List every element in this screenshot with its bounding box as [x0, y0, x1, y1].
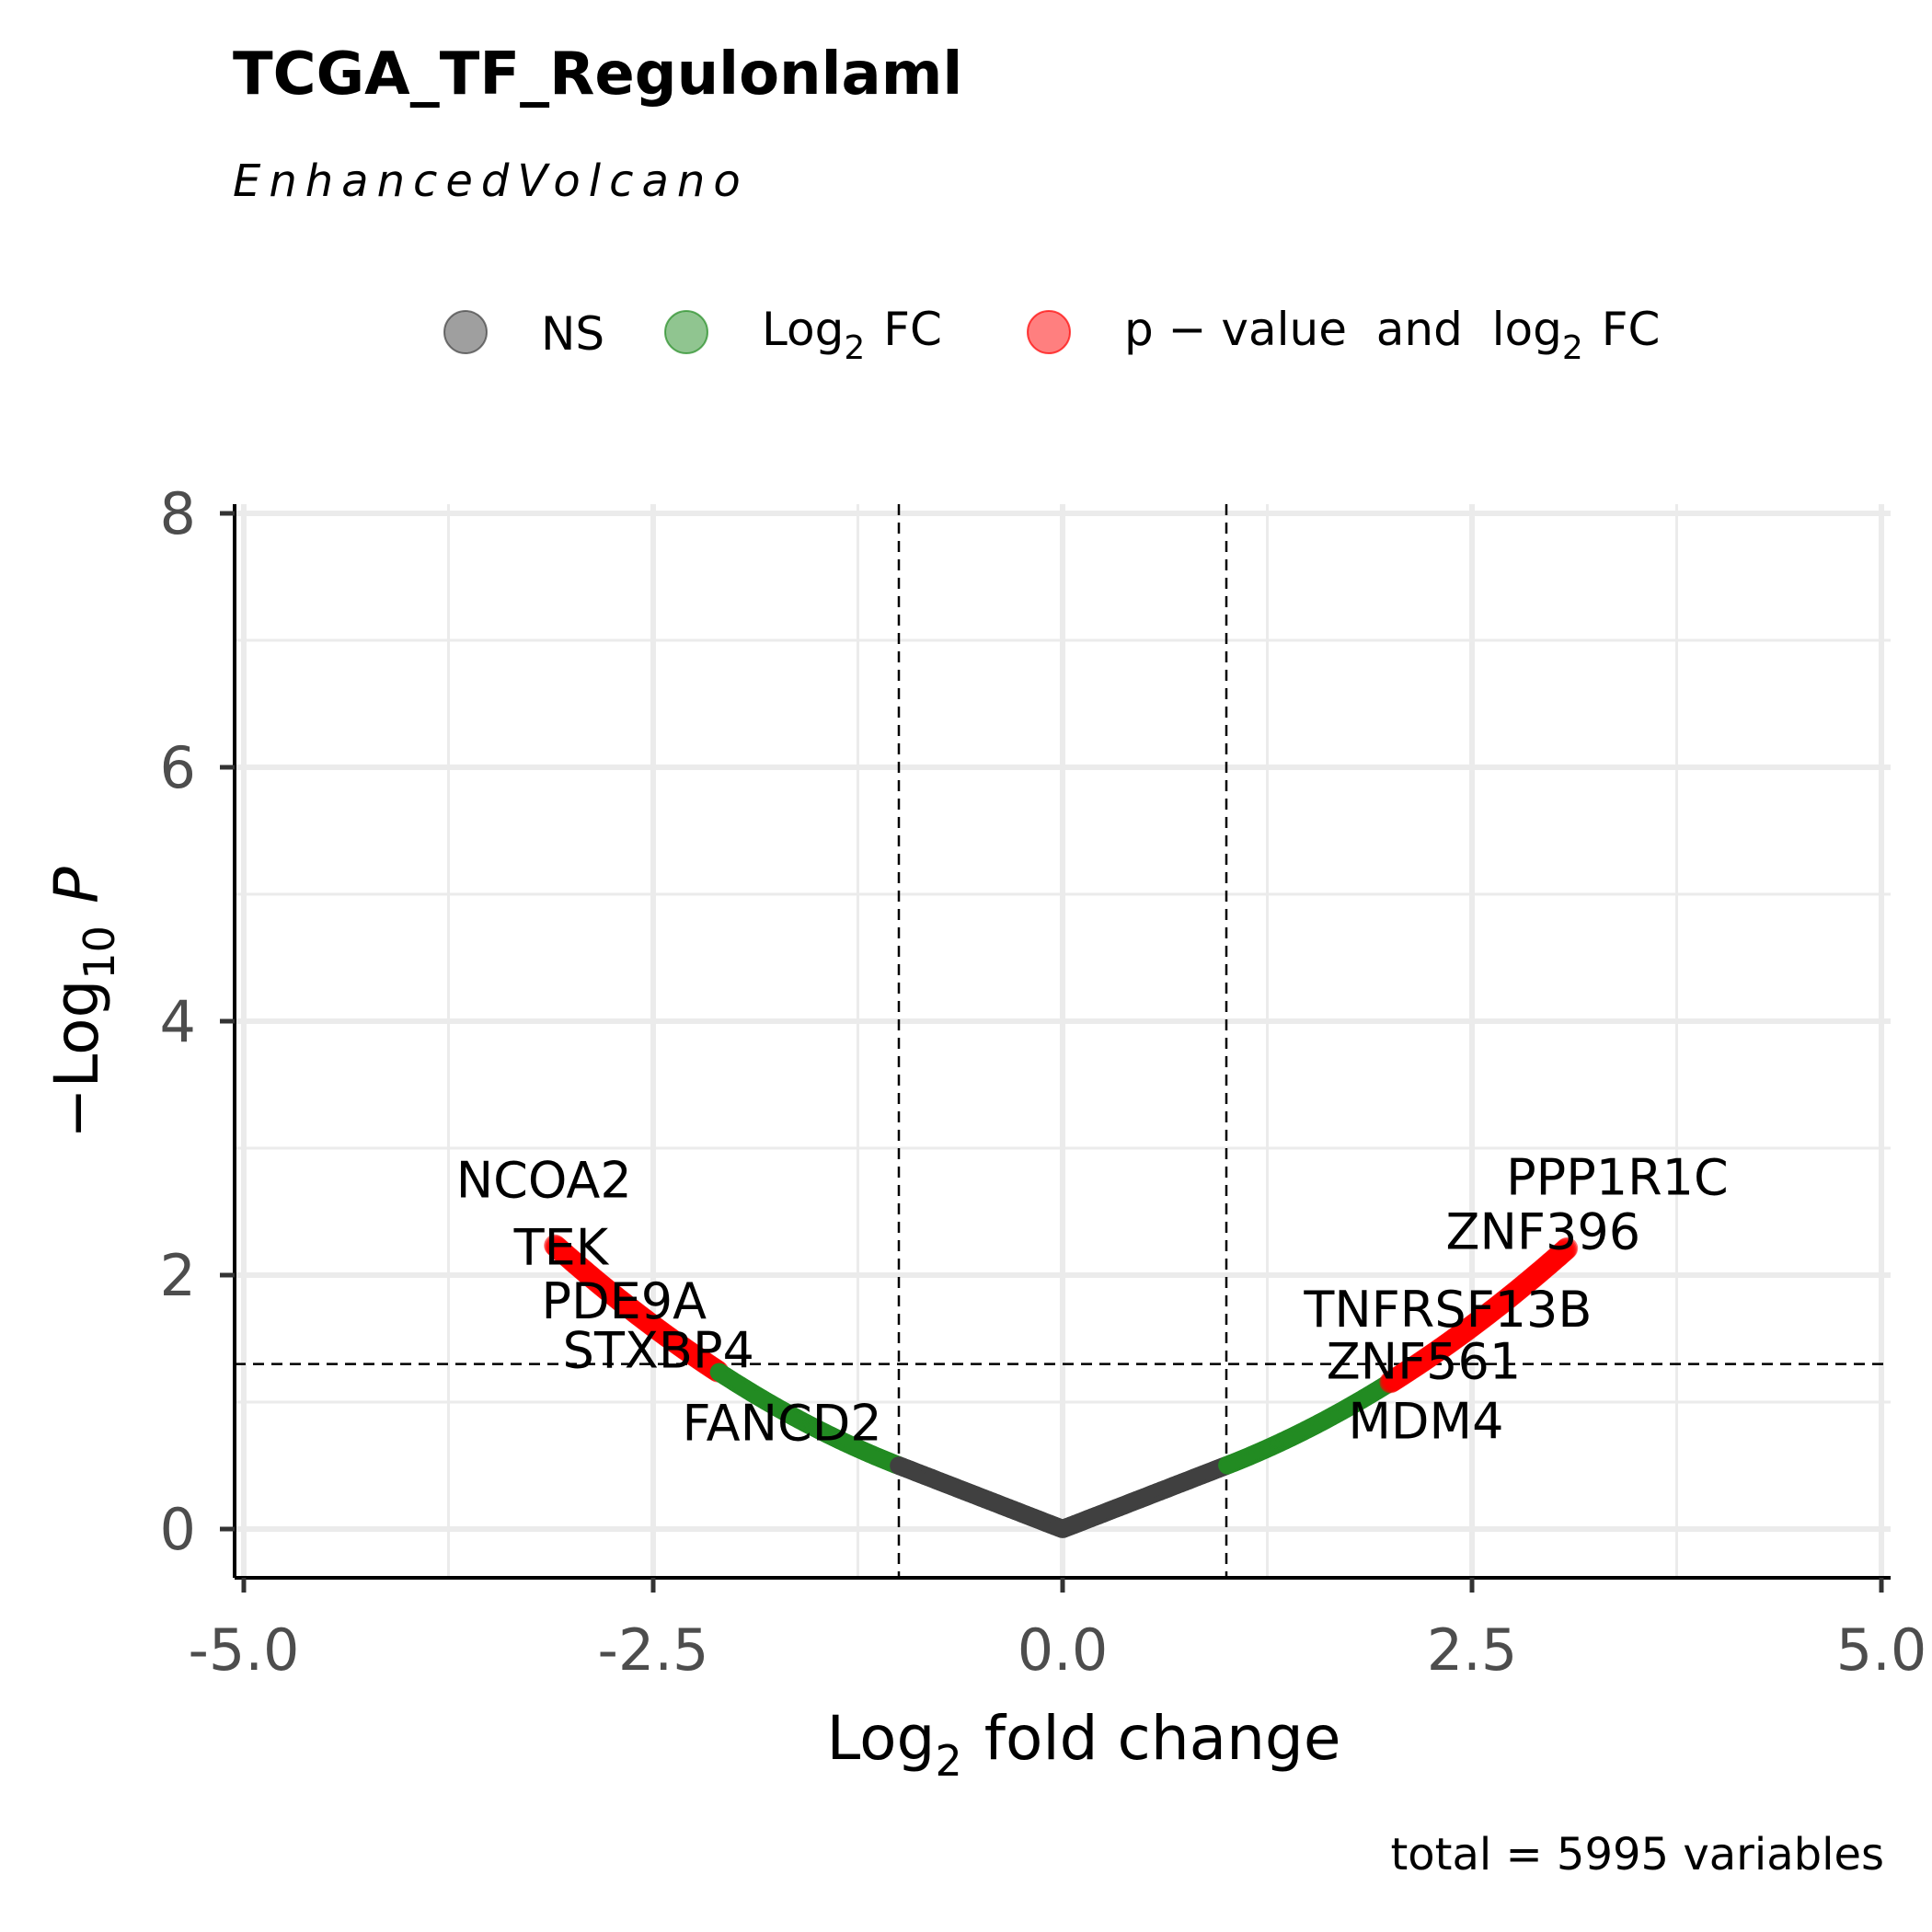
legend-label-log2fc: Log2 FC	[762, 303, 942, 367]
gene-label-mdm4: MDM4	[1348, 1393, 1503, 1451]
gene-label-pde9a: PDE9A	[542, 1272, 707, 1330]
x-tick-label: -2.5	[598, 1616, 709, 1684]
x-tick-label: -5.0	[189, 1616, 300, 1684]
legend-label-pvalue-log2fc: p − value and log2 FC	[1124, 303, 1660, 367]
y-tick-label: 4	[160, 988, 196, 1055]
legend-label-ns: NS	[541, 307, 604, 361]
legend-key-ns	[443, 310, 488, 354]
gene-label-fancd2: FANCD2	[683, 1395, 882, 1453]
data-point-p-value-and-log2-fc	[1556, 1236, 1579, 1259]
x-tick-label: 0.0	[1018, 1616, 1109, 1684]
gene-label-znf396: ZNF396	[1446, 1203, 1641, 1261]
x-axis-ticks: -5.0 -2.5 0.0 2.5 5.0	[189, 1578, 1927, 1684]
x-tick-label: 2.5	[1427, 1616, 1518, 1684]
gene-label-tnfrsf13b: TNFRSF13B	[1303, 1281, 1592, 1339]
gene-label-tek: TEK	[513, 1218, 610, 1276]
x-axis-title: Log2 fold change	[827, 1703, 1341, 1786]
grid	[235, 504, 1891, 1578]
y-tick-label: 0	[160, 1496, 196, 1563]
legend: NS Log2 FC p − value and log2 FC	[443, 303, 1660, 367]
gene-label-ppp1r1c: PPP1R1C	[1506, 1148, 1729, 1206]
gene-label-ncoa2: NCOA2	[456, 1151, 632, 1209]
chart-subtitle: EnhancedVolcano	[233, 155, 749, 207]
gene-label-stxbp4: STXBP4	[563, 1322, 754, 1380]
cutoff-lines	[235, 504, 1891, 1578]
y-axis-title: −Log10P	[41, 867, 124, 1139]
data-points	[544, 1234, 1579, 1538]
legend-key-log2fc	[664, 310, 708, 354]
gene-label-znf561: ZNF561	[1327, 1332, 1522, 1390]
y-tick-label: 2	[160, 1242, 196, 1309]
chart-title: TCGA_TF_Regulonlaml	[233, 40, 962, 109]
legend-key-pvalue-log2fc	[1027, 310, 1071, 354]
y-tick-label: 8	[160, 480, 196, 547]
x-tick-label: 5.0	[1836, 1616, 1927, 1684]
y-tick-label: 6	[160, 734, 196, 801]
y-axis-ticks: 0 2 4 6 8	[160, 480, 235, 1563]
caption: total = 5995 variables	[1390, 1829, 1884, 1880]
